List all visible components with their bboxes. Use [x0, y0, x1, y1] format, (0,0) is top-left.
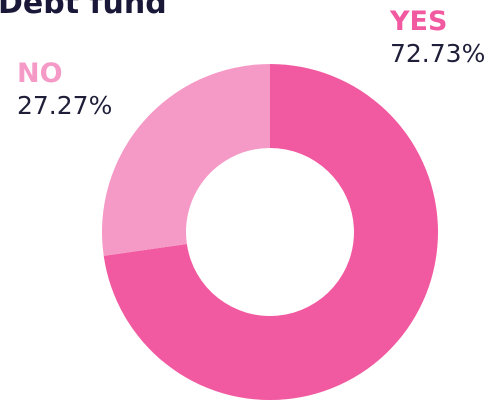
slice-name-no: NO	[17, 58, 63, 89]
slice-value-yes: 72.73%	[390, 39, 486, 68]
slice-yes	[103, 64, 439, 400]
slice-label-no: NO 27.27%	[17, 60, 112, 118]
slice-value-no: 27.27%	[17, 91, 113, 120]
chart-title: Debt fund	[0, 0, 167, 21]
slice-no	[102, 64, 270, 256]
slice-label-yes: YES 72.73%	[390, 8, 485, 66]
donut-slices	[102, 64, 439, 400]
slice-name-yes: YES	[390, 6, 448, 37]
